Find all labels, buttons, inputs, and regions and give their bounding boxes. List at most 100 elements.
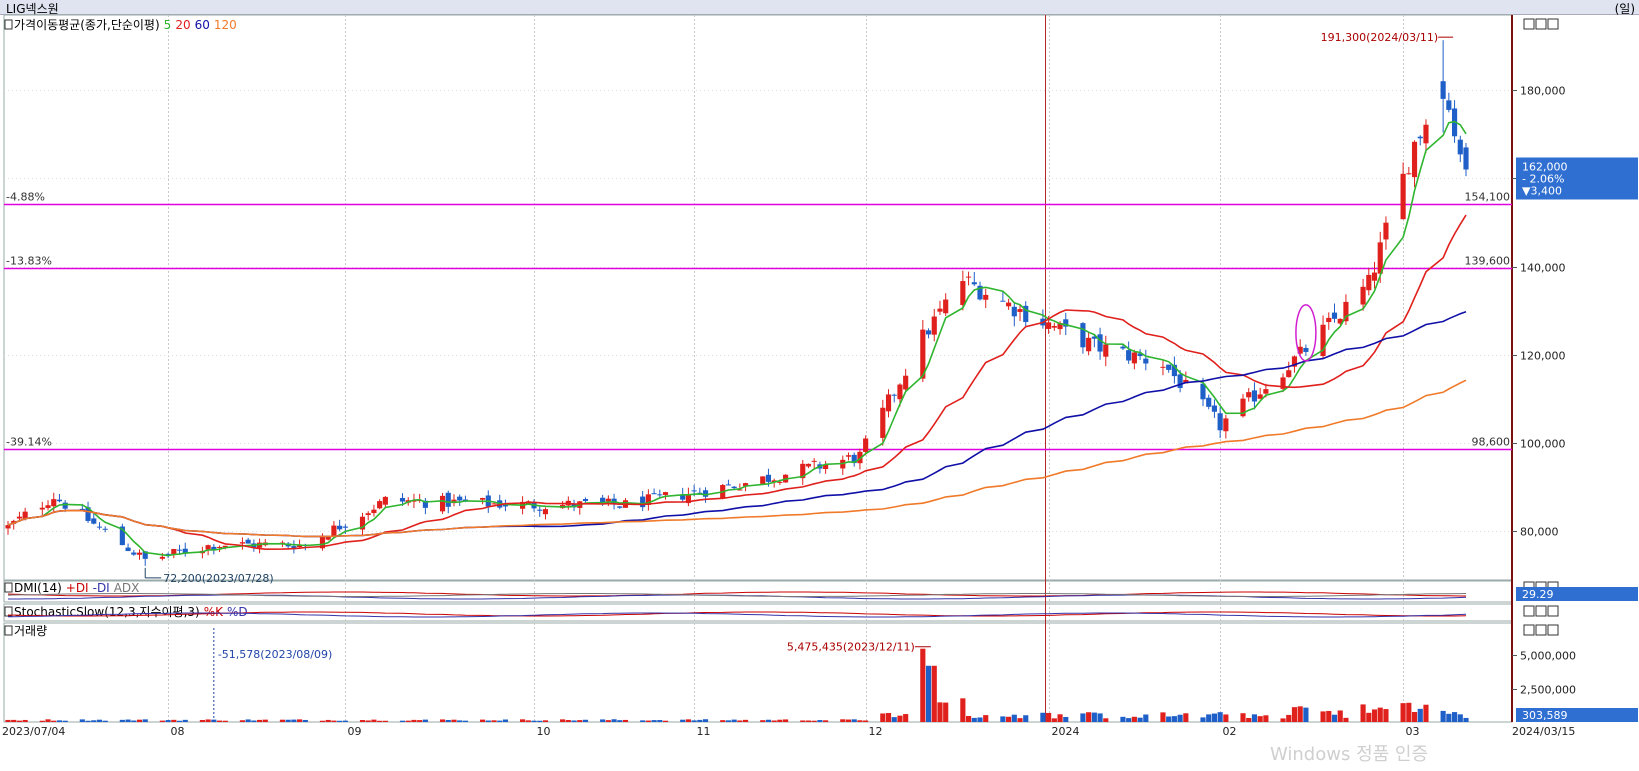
volume-bar[interactable] <box>582 719 589 722</box>
candle-body[interactable] <box>159 556 165 559</box>
volume-bar[interactable] <box>811 720 817 722</box>
candle-body[interactable] <box>1320 324 1326 357</box>
candle-body[interactable] <box>96 526 103 528</box>
candle-body[interactable] <box>1143 358 1149 364</box>
candle-body[interactable] <box>319 537 326 549</box>
volume-bar[interactable] <box>1423 704 1429 722</box>
volume-bar[interactable] <box>1097 713 1103 722</box>
candle-body[interactable] <box>51 499 57 507</box>
candle-body[interactable] <box>725 484 731 486</box>
volume-bar[interactable] <box>136 719 143 722</box>
candle-body[interactable] <box>45 505 51 508</box>
candle-body[interactable] <box>371 509 377 514</box>
volume-bar[interactable] <box>1320 711 1326 722</box>
volume-bar[interactable] <box>1103 718 1109 722</box>
candle-body[interactable] <box>1120 346 1126 349</box>
candle-body[interactable] <box>765 474 772 482</box>
volume-bar[interactable] <box>845 719 852 722</box>
volume-bar[interactable] <box>1286 714 1292 722</box>
candle-body[interactable] <box>571 503 577 508</box>
candle-body[interactable] <box>1011 306 1017 317</box>
candle-body[interactable] <box>359 516 366 530</box>
candle-body[interactable] <box>439 495 446 512</box>
candle-body[interactable] <box>176 549 183 551</box>
candle-body[interactable] <box>925 330 932 335</box>
candle-body[interactable] <box>605 498 611 502</box>
volume-bar[interactable] <box>371 719 377 722</box>
candle-body[interactable] <box>239 542 245 544</box>
volume-bar[interactable] <box>125 719 131 722</box>
volume-bar[interactable] <box>1023 715 1029 722</box>
candle-body[interactable] <box>457 496 463 501</box>
panel-control-button[interactable] <box>1535 18 1547 30</box>
volume-bar[interactable] <box>1217 712 1223 722</box>
candle-body[interactable] <box>165 553 171 556</box>
candle-body[interactable] <box>205 545 211 550</box>
candle-body[interactable] <box>931 316 937 335</box>
candle-body[interactable] <box>943 299 949 314</box>
volume-bar[interactable] <box>1291 707 1298 722</box>
volume-bar[interactable] <box>571 720 577 722</box>
volume-bar[interactable] <box>1263 715 1269 722</box>
volume-bar[interactable] <box>1223 714 1229 722</box>
volume-bar[interactable] <box>1451 712 1458 722</box>
volume-bar[interactable] <box>662 720 669 722</box>
candle-body[interactable] <box>445 492 451 507</box>
volume-bar[interactable] <box>903 714 909 722</box>
volume-bar[interactable] <box>863 720 869 722</box>
volume-bar[interactable] <box>1211 713 1217 722</box>
volume-bar[interactable] <box>1280 718 1286 722</box>
volume-bar[interactable] <box>457 720 463 722</box>
volume-bar[interactable] <box>1171 716 1177 722</box>
volume-bar[interactable] <box>222 720 228 722</box>
volume-bar[interactable] <box>159 720 165 722</box>
period-label[interactable]: (일) <box>1614 2 1635 16</box>
volume-bar[interactable] <box>685 719 691 722</box>
volume-bar[interactable] <box>405 720 411 722</box>
candle-body[interactable] <box>85 507 91 521</box>
candle-body[interactable] <box>245 539 251 544</box>
volume-bar[interactable] <box>279 719 286 722</box>
candle-body[interactable] <box>1103 344 1109 357</box>
volume-bar[interactable] <box>251 720 257 722</box>
candle-body[interactable] <box>920 329 926 379</box>
candle-body[interactable] <box>1223 418 1229 432</box>
candle-body[interactable] <box>1257 394 1263 399</box>
volume-bar[interactable] <box>565 720 571 722</box>
volume-bar[interactable] <box>1017 718 1023 722</box>
volume-bar[interactable] <box>359 720 366 722</box>
volume-bar[interactable] <box>182 719 188 722</box>
volume-bar[interactable] <box>931 665 937 722</box>
volume-bar[interactable] <box>1463 717 1469 722</box>
volume-bar[interactable] <box>45 719 51 722</box>
volume-bar[interactable] <box>1166 716 1172 722</box>
candle-body[interactable] <box>582 499 589 502</box>
candle-body[interactable] <box>691 490 697 492</box>
candle-body[interactable] <box>777 481 783 483</box>
volume-bar[interactable] <box>1126 718 1132 722</box>
candle-body[interactable] <box>1000 300 1006 302</box>
candle-body[interactable] <box>502 504 509 507</box>
volume-bar[interactable] <box>216 720 223 722</box>
volume-bar[interactable] <box>1143 714 1149 722</box>
volume-bar[interactable] <box>485 720 491 722</box>
volume-bar[interactable] <box>971 717 977 722</box>
volume-bar[interactable] <box>771 720 777 722</box>
candle-body[interactable] <box>1051 325 1057 328</box>
candle-body[interactable] <box>1160 366 1166 368</box>
candle-body[interactable] <box>971 282 977 285</box>
volume-bar[interactable] <box>857 720 863 722</box>
candle-body[interactable] <box>411 500 417 502</box>
volume-bar[interactable] <box>205 719 211 722</box>
candle-body[interactable] <box>1097 334 1103 352</box>
volume-bar[interactable] <box>537 720 543 722</box>
volume-bar[interactable] <box>365 720 371 722</box>
candle-body[interactable] <box>365 513 371 516</box>
candle-body[interactable] <box>1291 356 1298 367</box>
panel-control-button[interactable] <box>1547 605 1559 617</box>
volume-bar[interactable] <box>5 719 11 722</box>
candle-body[interactable] <box>399 497 406 502</box>
candle-body[interactable] <box>1440 81 1446 99</box>
volume-bar[interactable] <box>702 719 709 722</box>
